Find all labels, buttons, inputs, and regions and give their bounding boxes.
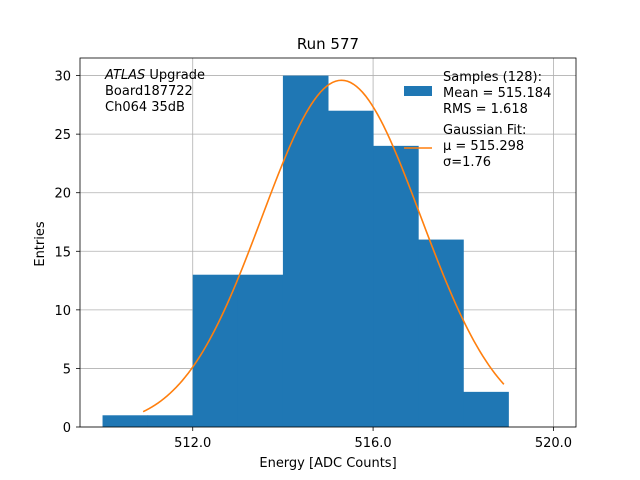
legend-histogram-swatch	[404, 86, 432, 96]
x-tick-label: 512.0	[174, 436, 211, 451]
legend-histogram-text: RMS = 1.618	[443, 102, 528, 117]
y-tick-label: 25	[54, 128, 71, 143]
x-axis-ticks: 512.0 516.0 520.0	[174, 427, 572, 451]
atlas-annotation: ATLAS Upgrade Board187722 Ch064 35dB	[104, 68, 205, 115]
x-tick-label: 516.0	[354, 436, 391, 451]
legend-histogram-text: Samples (128):	[443, 70, 542, 85]
y-tick-label: 20	[54, 187, 71, 202]
y-tick-label: 0	[63, 421, 71, 436]
histogram-bars	[102, 75, 509, 428]
legend-fit-text: σ=1.76	[443, 155, 491, 170]
histogram-bar	[282, 75, 329, 428]
histogram-bar	[328, 110, 374, 427]
histogram-bar	[373, 145, 419, 427]
plot-frame	[79, 57, 577, 428]
histogram-bar	[237, 274, 284, 427]
legend-fit-text: μ = 515.298	[443, 139, 524, 154]
annotation-text: Upgrade	[145, 68, 205, 83]
histogram-bar	[192, 274, 239, 427]
annotation-line: Board187722	[105, 84, 193, 99]
annotation-italic: ATLAS	[104, 68, 145, 83]
legend: Samples (128): Mean = 515.184 RMS = 1.61…	[404, 70, 551, 170]
chart-title: Run 577	[297, 35, 359, 53]
y-tick-label: 10	[54, 304, 71, 319]
legend-histogram-text: Mean = 515.184	[443, 86, 551, 101]
gaussian-fit-curve	[142, 79, 505, 413]
annotation-line: ATLAS Upgrade	[104, 68, 205, 83]
annotation-line: Ch064 35dB	[105, 100, 185, 115]
x-axis-title: Energy [ADC Counts]	[259, 456, 396, 471]
histogram-bar	[147, 415, 194, 427]
y-tick-label: 30	[54, 70, 71, 85]
y-tick-label: 15	[54, 245, 71, 260]
axes-frame	[79, 57, 577, 428]
x-tick-label: 520.0	[535, 436, 572, 451]
y-axis-title: Entries	[33, 221, 48, 267]
histogram-bar	[102, 415, 149, 427]
annotation-text: Board187722	[105, 84, 193, 99]
annotation-text: Ch064 35dB	[105, 100, 185, 115]
histogram-bar	[463, 391, 509, 427]
legend-fit-text: Gaussian Fit:	[443, 123, 526, 138]
gaussian-fit-line	[142, 79, 505, 413]
y-axis-ticks: 0 5 10 15 20 25 30	[54, 70, 80, 436]
y-tick-label: 5	[63, 362, 71, 377]
